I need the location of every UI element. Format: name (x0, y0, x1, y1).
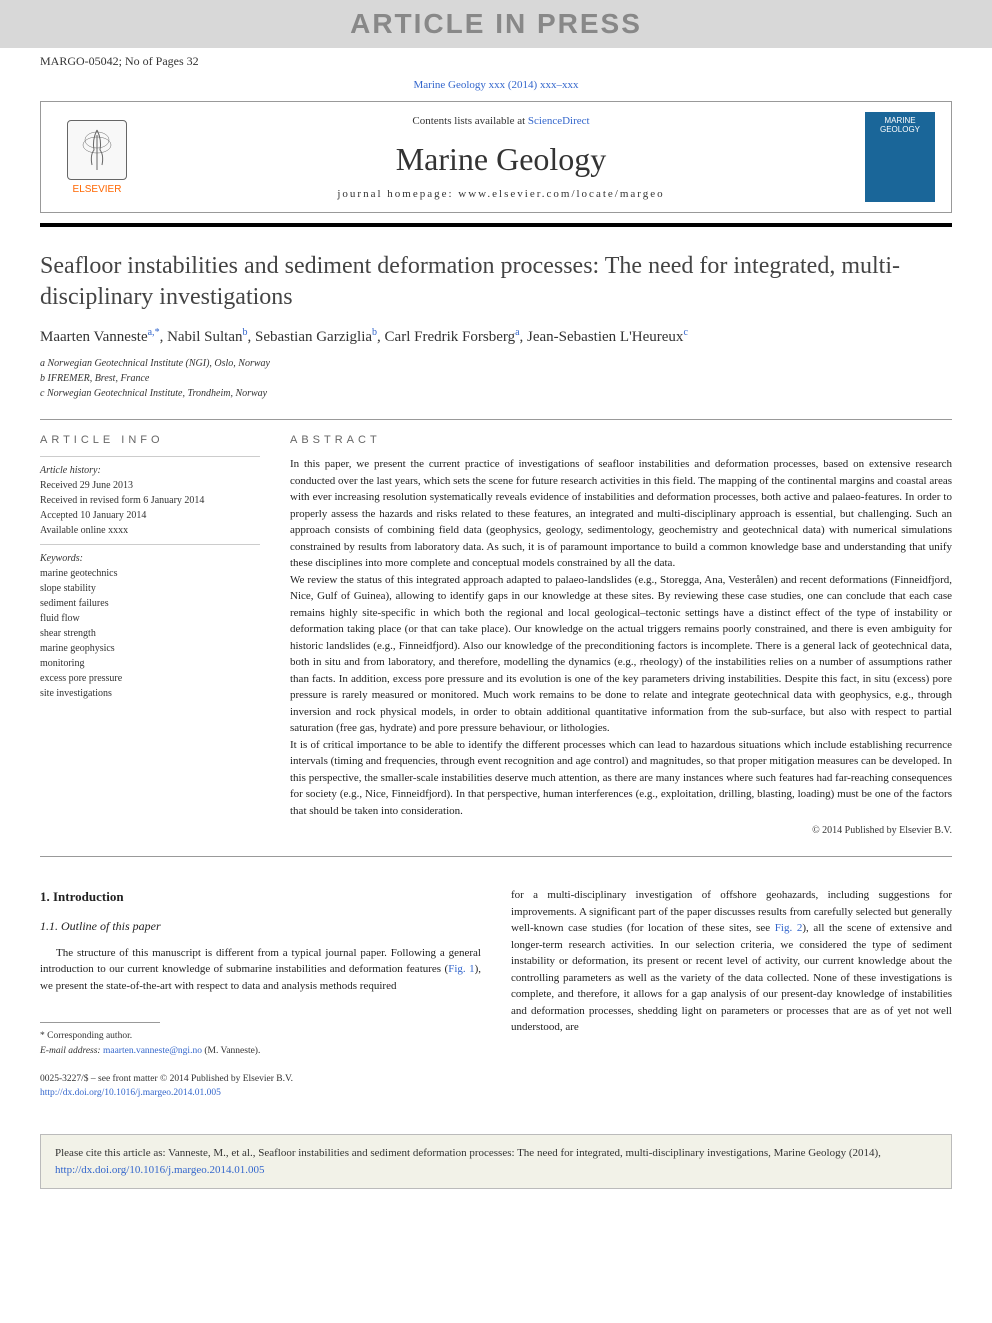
revised-date: Received in revised form 6 January 2014 (40, 493, 260, 508)
affiliation-c: c Norwegian Geotechnical Institute, Tron… (40, 386, 952, 401)
elsevier-tree-icon (67, 120, 127, 180)
mini-rule-2 (40, 544, 260, 545)
top-citation-link[interactable]: Marine Geology xxx (2014) xxx–xxx (0, 75, 992, 101)
thin-rule-bottom (40, 856, 952, 857)
author-1: Maarten Vanneste (40, 329, 148, 345)
corresponding-author-note: * Corresponding author. (40, 1029, 481, 1043)
abstract-p2: We review the status of this integrated … (290, 572, 952, 737)
header-center: Contents lists available at ScienceDirec… (137, 115, 865, 200)
email-label: E-mail address: (40, 1046, 103, 1056)
author-1-sup: a,* (148, 327, 160, 338)
keyword: marine geophysics (40, 641, 260, 656)
footnote-rule (40, 1022, 160, 1023)
author-4: , Carl Fredrik Forsberg (377, 329, 515, 345)
email-link[interactable]: maarten.vanneste@ngi.no (103, 1046, 202, 1056)
online-date: Available online xxxx (40, 523, 260, 538)
body-text: The structure of this manuscript is diff… (40, 947, 481, 976)
accepted-date: Accepted 10 January 2014 (40, 508, 260, 523)
body-paragraph: The structure of this manuscript is diff… (40, 945, 481, 995)
affiliation-b: b IFREMER, Brest, France (40, 371, 952, 386)
abstract-column: ABSTRACT In this paper, we present the c… (290, 434, 952, 836)
journal-header-box: ELSEVIER Contents lists available at Sci… (40, 101, 952, 213)
keyword: fluid flow (40, 611, 260, 626)
body-column-right: for a multi-disciplinary investigation o… (511, 887, 952, 1100)
abstract-p1: In this paper, we present the current pr… (290, 456, 952, 572)
fig-2-link[interactable]: Fig. 2 (775, 922, 803, 934)
article-in-press-banner: ARTICLE IN PRESS (0, 0, 992, 48)
author-3: , Sebastian Garziglia (247, 329, 372, 345)
email-line: E-mail address: maarten.vanneste@ngi.no … (40, 1044, 481, 1058)
sciencedirect-link[interactable]: ScienceDirect (528, 115, 590, 127)
thin-rule-top (40, 419, 952, 420)
abstract-text: In this paper, we present the current pr… (290, 456, 952, 819)
journal-cover-thumbnail: MARINE GEOLOGY (865, 112, 935, 202)
keyword: monitoring (40, 656, 260, 671)
affiliations: a Norwegian Geotechnical Institute (NGI)… (40, 356, 952, 401)
abstract-heading: ABSTRACT (290, 434, 952, 446)
abstract-p3: It is of critical importance to be able … (290, 737, 952, 820)
info-abstract-row: ARTICLE INFO Article history: Received 2… (40, 434, 952, 836)
contents-prefix: Contents lists available at (412, 115, 527, 127)
abstract-copyright: © 2014 Published by Elsevier B.V. (290, 825, 952, 836)
footnotes: * Corresponding author. E-mail address: … (40, 1029, 481, 1058)
keyword: site investigations (40, 686, 260, 701)
elsevier-text: ELSEVIER (73, 184, 122, 195)
section-1-1-heading: 1.1. Outline of this paper (40, 917, 481, 935)
keyword: shear strength (40, 626, 260, 641)
body-paragraph: for a multi-disciplinary investigation o… (511, 887, 952, 1036)
elsevier-logo: ELSEVIER (57, 112, 137, 202)
mini-rule-1 (40, 456, 260, 457)
keywords-label: Keywords: (40, 551, 260, 566)
manuscript-id-line: MARGO-05042; No of Pages 32 (0, 48, 992, 75)
cite-this-article-box: Please cite this article as: Vanneste, M… (40, 1134, 952, 1189)
section-1-heading: 1. Introduction (40, 887, 481, 907)
article-title: Seafloor instabilities and sediment defo… (40, 251, 952, 313)
article-info-column: ARTICLE INFO Article history: Received 2… (40, 434, 260, 836)
history-label: Article history: (40, 463, 260, 478)
cite-text: Please cite this article as: Vanneste, M… (55, 1147, 881, 1159)
keyword: excess pore pressure (40, 671, 260, 686)
contents-line: Contents lists available at ScienceDirec… (137, 115, 865, 127)
author-2: , Nabil Sultan (160, 329, 243, 345)
keywords-block: Keywords: marine geotechnics slope stabi… (40, 551, 260, 701)
front-matter-line: 0025-3227/$ – see front matter © 2014 Pu… (40, 1072, 481, 1086)
body-text: ), all the scene of extensive and longer… (511, 922, 952, 1033)
email-suffix: (M. Vanneste). (202, 1046, 260, 1056)
article-history: Article history: Received 29 June 2013 R… (40, 463, 260, 538)
article-info-heading: ARTICLE INFO (40, 434, 260, 446)
doi-link[interactable]: http://dx.doi.org/10.1016/j.margeo.2014.… (40, 1088, 221, 1098)
bottom-meta: 0025-3227/$ – see front matter © 2014 Pu… (40, 1072, 481, 1101)
received-date: Received 29 June 2013 (40, 478, 260, 493)
affiliation-a: a Norwegian Geotechnical Institute (NGI)… (40, 356, 952, 371)
author-5: , Jean-Sebastien L'Heureux (520, 329, 684, 345)
cite-doi-link[interactable]: http://dx.doi.org/10.1016/j.margeo.2014.… (55, 1164, 265, 1176)
journal-title: Marine Geology (137, 141, 865, 178)
author-5-sup: c (683, 327, 687, 338)
journal-homepage: journal homepage: www.elsevier.com/locat… (137, 188, 865, 200)
keyword: marine geotechnics (40, 566, 260, 581)
fig-1-link[interactable]: Fig. 1 (448, 963, 474, 975)
body-column-left: 1. Introduction 1.1. Outline of this pap… (40, 887, 481, 1100)
authors-line: Maarten Vannestea,*, Nabil Sultanb, Seba… (40, 327, 952, 346)
keyword: sediment failures (40, 596, 260, 611)
keyword: slope stability (40, 581, 260, 596)
body-columns: 1. Introduction 1.1. Outline of this pap… (40, 887, 952, 1100)
